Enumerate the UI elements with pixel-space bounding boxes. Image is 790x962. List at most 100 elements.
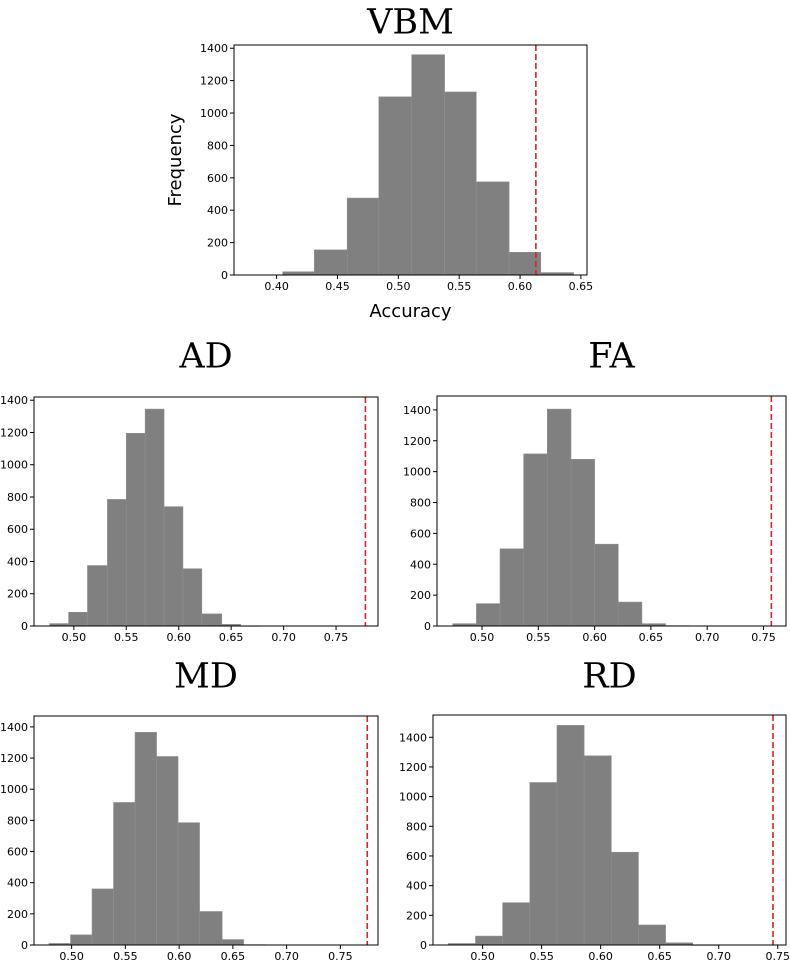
rd-y-tick-label: 400: [406, 880, 427, 893]
fa-y-tick-label: 400: [410, 558, 431, 571]
ad-histogram-bar: [163, 506, 184, 627]
rd-x-tick-label: 0.70: [706, 950, 731, 962]
rd-histogram-bar: [556, 725, 585, 946]
ad-x-tick-label: 0.60: [166, 631, 191, 644]
rd-title: RD: [582, 657, 636, 697]
ad-histogram-bar: [87, 565, 108, 627]
fa-x-tick-label: 0.60: [582, 631, 607, 644]
md-histogram-bar: [177, 822, 200, 946]
fa-x-tick-label: 0.75: [751, 631, 776, 644]
ad-y-tick-label: 1200: [0, 426, 28, 439]
fa-x-tick-label: 0.70: [695, 631, 720, 644]
md-histogram-bar: [91, 888, 114, 946]
md-histogram-bar: [156, 756, 179, 946]
md-histogram-bar: [113, 802, 136, 946]
rd-y-tick-label: 200: [406, 909, 427, 922]
fa-histogram-bar: [570, 458, 595, 627]
md-y-tick-label: 400: [7, 877, 28, 890]
fa-title: FA: [588, 337, 635, 377]
fa-histogram-bar: [499, 548, 524, 627]
rd-y-tick-label: 1000: [399, 791, 427, 804]
vbm-x-tick-label: 0.40: [264, 280, 289, 293]
ad-plot-frame: [33, 396, 379, 627]
vbm-y-axis-label: Frequency: [165, 113, 186, 206]
ad-y-tick-label: 0: [21, 620, 28, 633]
vbm-x-tick-label: 0.55: [447, 280, 472, 293]
vbm-histogram-bar: [411, 54, 445, 276]
ad-x-tick-label: 0.70: [271, 631, 296, 644]
vbm-y-tick-label: 0: [221, 269, 228, 282]
fa-plot-frame: [436, 395, 787, 627]
md-x-tick-label: 0.55: [113, 950, 138, 962]
rd-y-tick-label: 0: [420, 939, 427, 952]
fa-histogram-bar: [547, 408, 572, 627]
ad-y-tick-label: 1400: [0, 394, 28, 407]
rd-plot-frame: [432, 714, 787, 946]
md-y-tick-label: 200: [7, 908, 28, 921]
fa-y-tick-label: 200: [410, 589, 431, 602]
md-histogram-bar: [134, 732, 157, 946]
md-y-tick-label: 800: [7, 814, 28, 827]
ad-y-tick-label: 600: [7, 523, 28, 536]
rd-x-tick-label: 0.50: [470, 950, 495, 962]
vbm-histogram-bar: [346, 197, 380, 276]
panel-fa: FA 0.50 0.55 0.60 0.65 0.70 0.75 0 200 400 600 800 1…: [403, 337, 787, 644]
panel-ad: AD 0.50 0.55 0.60 0.65 0.70 0.75 0 200 400 600 800 1…: [0, 337, 379, 644]
fa-y-tick-label: 1400: [403, 404, 431, 417]
ad-histogram-bar: [68, 611, 88, 627]
md-y-tick-label: 600: [7, 846, 28, 859]
rd-y-tick-label: 1400: [399, 731, 427, 744]
md-x-tick-label: 0.65: [221, 950, 246, 962]
ad-histogram-bar: [201, 613, 223, 627]
rd-x-tick-label: 0.75: [765, 950, 790, 962]
fa-y-tick-label: 0: [424, 620, 431, 633]
panel-md: MD 0.50 0.55 0.60 0.65 0.70 0.75 0 200 400 600 800 1…: [0, 657, 379, 962]
vbm-x-tick-label: 0.50: [386, 280, 411, 293]
fa-y-tick-label: 1000: [403, 466, 431, 479]
ad-x-tick-label: 0.50: [62, 631, 87, 644]
vbm-y-tick-label: 1200: [200, 75, 228, 88]
fa-y-tick-label: 800: [410, 497, 431, 510]
vbm-y-tick-label: 1400: [200, 42, 228, 55]
rd-x-tick-label: 0.60: [588, 950, 613, 962]
panel-rd: RD 0.50 0.55 0.60 0.65 0.70 0.75 0 200 400 600 800 1…: [399, 657, 790, 962]
fa-histogram-bar: [617, 601, 643, 627]
md-x-tick-label: 0.60: [167, 950, 192, 962]
rd-histogram-bar: [638, 924, 666, 946]
md-y-tick-label: 0: [21, 939, 28, 952]
fa-histogram-bar: [594, 543, 619, 627]
ad-y-tick-label: 400: [7, 555, 28, 568]
ad-histogram-bar: [107, 499, 127, 627]
rd-histogram-bar: [502, 902, 531, 946]
md-histogram-bar: [70, 934, 93, 946]
md-y-tick-label: 1400: [0, 721, 28, 734]
md-x-tick-label: 0.50: [59, 950, 84, 962]
md-plot-frame: [33, 715, 379, 946]
fa-y-tick-label: 1200: [403, 435, 431, 448]
vbm-plot-frame: [233, 44, 588, 276]
vbm-x-tick-label: 0.60: [508, 280, 533, 293]
vbm-y-tick-label: 800: [207, 139, 228, 152]
md-x-tick-label: 0.70: [274, 950, 299, 962]
vbm-y-tick-label: 200: [207, 237, 228, 250]
ad-x-tick-label: 0.75: [324, 631, 349, 644]
rd-histogram-bar: [583, 755, 612, 946]
ad-y-tick-label: 1000: [0, 459, 28, 472]
vbm-y-tick-label: 600: [207, 172, 228, 185]
fa-x-tick-label: 0.55: [526, 631, 551, 644]
ad-x-tick-label: 0.65: [219, 631, 244, 644]
md-title: MD: [174, 657, 238, 697]
md-x-tick-label: 0.75: [328, 950, 353, 962]
rd-histogram-bar: [610, 851, 639, 946]
vbm-x-tick-label: 0.65: [569, 280, 594, 293]
fa-histogram-bar: [523, 453, 548, 627]
vbm-y-tick-label: 400: [207, 204, 228, 217]
rd-histogram-bar: [529, 782, 558, 946]
panel-vbm: VBM 0.40 0.45 0.50 0.55 0.60 0.65 0 200 400 600 800…: [165, 3, 593, 323]
fa-y-tick-label: 600: [410, 527, 431, 540]
fa-x-tick-label: 0.50: [470, 631, 495, 644]
vbm-x-axis-label: Accuracy: [369, 301, 452, 322]
md-y-tick-label: 1000: [0, 783, 28, 796]
ad-histogram-bar: [144, 408, 165, 627]
